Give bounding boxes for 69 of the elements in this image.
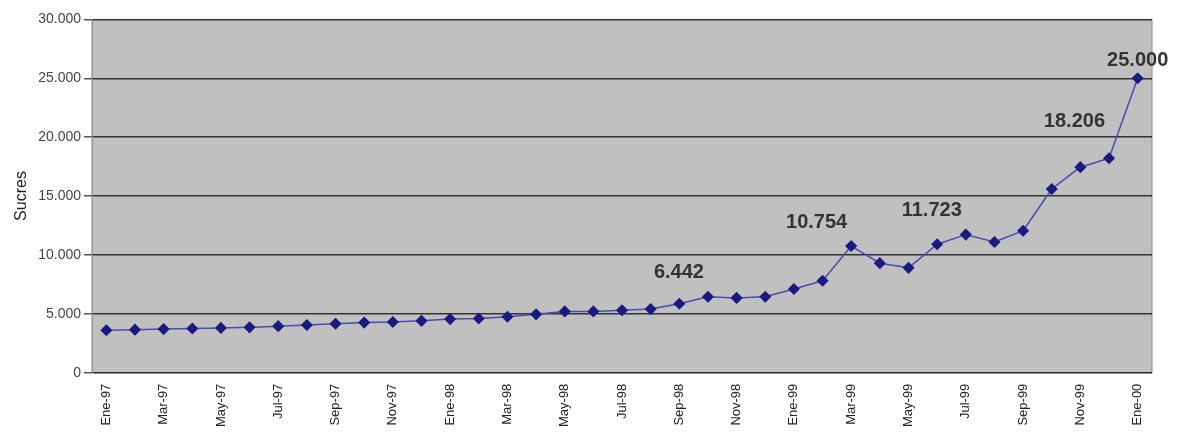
- x-tick-label: Ene-99: [785, 383, 801, 426]
- x-tick-label: Nov-98: [728, 383, 744, 426]
- y-tick-label: 0: [73, 363, 82, 380]
- point: [587, 305, 600, 318]
- point: [902, 262, 915, 274]
- y-tick-label: 15.000: [38, 186, 82, 203]
- point: [186, 322, 199, 335]
- point: [1045, 183, 1058, 195]
- x-tick-label: Sep-98: [670, 383, 686, 426]
- point: [1103, 152, 1115, 165]
- x-tick-label: Nov-97: [384, 383, 400, 426]
- y-axis-title: Sucres: [12, 171, 30, 221]
- point: [157, 323, 170, 335]
- x-tick-label: May-98: [556, 383, 572, 428]
- y-tick-label: 10.000: [38, 245, 82, 262]
- x-tick-label: Jul-98: [613, 383, 629, 420]
- point: [702, 291, 714, 303]
- x-tick-label: May-97: [212, 383, 228, 428]
- x-tick-label: Sep-97: [327, 383, 343, 426]
- point: [759, 290, 771, 303]
- x-tick-label: Ene-00: [1129, 383, 1145, 426]
- point: [1074, 161, 1087, 173]
- point: [960, 228, 972, 241]
- point: [845, 240, 857, 252]
- y-tick-label: 30.000: [38, 10, 82, 27]
- x-tick-label: Ene-98: [441, 383, 457, 426]
- point: [988, 236, 1001, 248]
- x-tick-label: Sep-99: [1014, 383, 1030, 426]
- point: [1017, 225, 1029, 237]
- point: [473, 312, 485, 325]
- point: [100, 324, 113, 337]
- data-label: 25.000: [1107, 47, 1169, 70]
- y-tick-label: 20.000: [38, 128, 82, 145]
- x-tick-label: Jul-99: [957, 383, 973, 420]
- x-tick-label: Mar-99: [842, 383, 858, 425]
- point: [387, 316, 399, 328]
- point: [358, 316, 370, 329]
- data-label: 11.723: [901, 198, 962, 221]
- point: [558, 305, 571, 318]
- point: [931, 238, 943, 251]
- point: [816, 275, 829, 287]
- y-tick-label: 5.000: [45, 304, 82, 321]
- point: [1131, 72, 1144, 85]
- point: [644, 303, 657, 315]
- point: [530, 308, 542, 321]
- x-tick-label: Jul-97: [269, 383, 285, 420]
- x-tick-label: Ene-97: [97, 383, 113, 426]
- y-tick-label: 25.000: [38, 69, 82, 86]
- point: [788, 283, 800, 295]
- point: [444, 313, 456, 325]
- point: [415, 315, 428, 327]
- point: [616, 304, 628, 316]
- point: [272, 320, 284, 332]
- x-tick-label: Nov-99: [1071, 383, 1087, 426]
- point: [501, 310, 514, 323]
- data-label: 10.754: [786, 209, 849, 232]
- data-label: 18.206: [1043, 108, 1106, 131]
- point: [129, 323, 141, 336]
- point: [329, 318, 342, 330]
- x-tick-label: Mar-98: [499, 383, 514, 425]
- point: [874, 257, 886, 269]
- point: [215, 322, 227, 334]
- x-tick-label: Mar-97: [155, 383, 171, 425]
- point: [301, 319, 313, 331]
- point: [730, 292, 743, 304]
- data-label: 6.442: [653, 260, 704, 283]
- x-tick-label: May-99: [900, 383, 916, 428]
- point: [673, 298, 686, 310]
- point: [243, 321, 256, 334]
